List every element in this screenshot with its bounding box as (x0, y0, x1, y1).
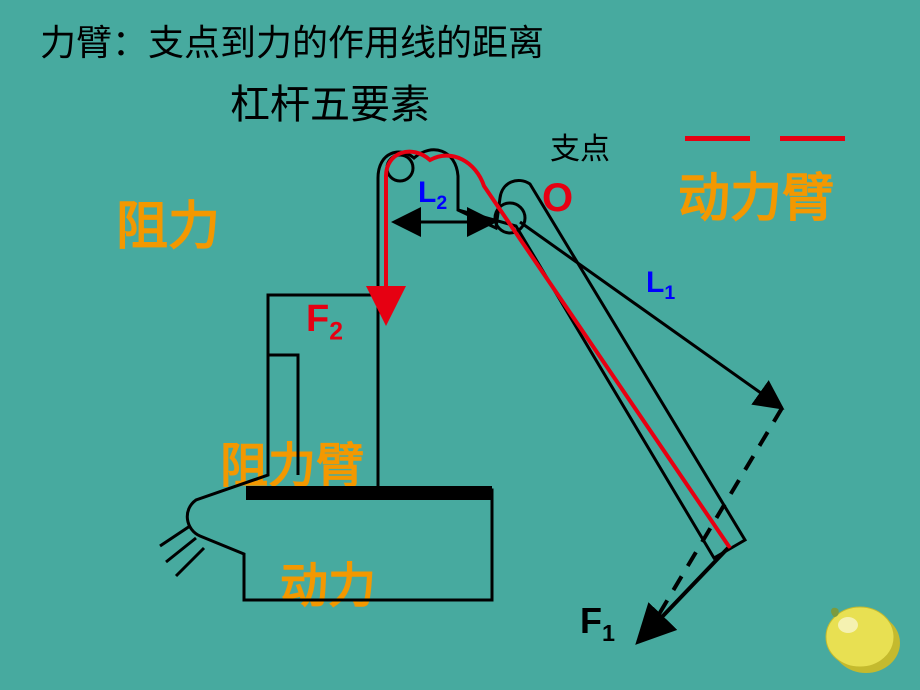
water-line-2 (166, 538, 196, 562)
water-line-1 (160, 526, 190, 546)
effort-arm-label: 动力臂 (678, 156, 834, 231)
dashed-extension (646, 408, 782, 636)
red-dash-1 (685, 136, 750, 141)
F2-label: F2 (306, 298, 343, 347)
L2-label: L2 (418, 176, 447, 215)
resistance-arm-label: 阻力臂 (220, 426, 364, 496)
F2-sub: 2 (329, 319, 343, 346)
water-line-3 (176, 548, 204, 576)
L1-base: L (646, 266, 664, 299)
L1-arrow (520, 222, 782, 408)
L1-label: L1 (646, 266, 675, 305)
F1-sub: 1 (602, 620, 615, 646)
L2-sub: 2 (436, 192, 447, 214)
L2-base: L (418, 176, 436, 209)
title-text: 力臂：支点到力的作用线的距离 (40, 14, 544, 66)
F2-base: F (306, 298, 329, 340)
F1-label: F1 (580, 600, 615, 647)
L1-sub: 1 (664, 282, 675, 304)
lemon-icon (822, 601, 902, 676)
fulcrum-label: 支点 (550, 124, 610, 168)
pivot-circle-1 (387, 155, 413, 181)
diagram-svg (0, 0, 920, 690)
pivot-circle-2 (495, 203, 525, 233)
effort-label: 动力 (280, 546, 376, 616)
F1-arrow (638, 548, 728, 642)
subtitle-text: 杠杆五要素 (230, 72, 430, 130)
resistance-label: 阻力 (116, 184, 220, 259)
red-dash-2 (780, 136, 845, 141)
fulcrum-O: O (542, 176, 573, 221)
F1-base: F (580, 600, 602, 641)
